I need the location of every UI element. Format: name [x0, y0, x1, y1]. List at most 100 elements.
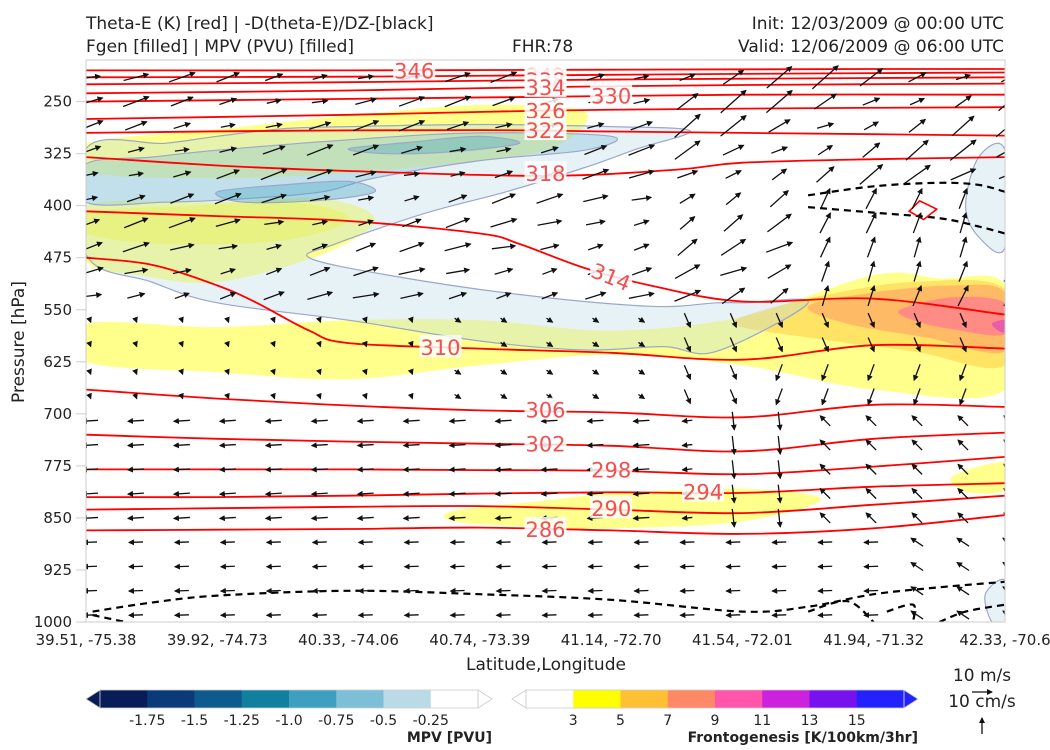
wind-vector: [269, 392, 276, 400]
wind-vector: [632, 490, 650, 497]
wind-vector: [448, 291, 468, 300]
wind-vector: [224, 340, 230, 348]
wind-vector: [821, 363, 829, 382]
wind-vector: [674, 264, 701, 279]
wind-vector: [261, 193, 287, 204]
wind-vector: [224, 316, 230, 324]
wind-vector: [260, 168, 288, 181]
theta-e-label-bg: [419, 335, 462, 358]
wind-vector: [730, 484, 737, 504]
mpv-fill-neg0p75: [347, 135, 521, 155]
theta-e-label-318: 318: [525, 162, 565, 186]
wind-vector: [86, 340, 92, 348]
x-tick-label: 40.33, -74.06: [298, 631, 399, 649]
wind-vector: [449, 563, 465, 570]
wind-vector: [126, 194, 146, 203]
wind-vector: [265, 587, 281, 594]
wind-vector: [219, 146, 238, 153]
init-time: Init: 12/03/2009 @ 00:00 UTC: [751, 14, 1004, 34]
wind-vector: [214, 192, 242, 205]
wind-vector: [356, 490, 374, 497]
wind-vector: [536, 193, 564, 204]
wind-vector: [1004, 255, 1005, 258]
wind-vector: [173, 612, 189, 619]
wind-vector: [910, 537, 924, 547]
wind-vector: [998, 175, 1005, 180]
wind-vector: [311, 539, 327, 546]
forecast-hour: FHR:78: [512, 37, 574, 57]
reference-vectors: 10 m/s 10 cm/s: [948, 666, 1016, 734]
wind-vector: [263, 291, 285, 301]
wind-vector: [949, 139, 977, 161]
wind-vector: [956, 610, 970, 620]
wind-vector: [913, 260, 922, 282]
wind-vector: [444, 95, 472, 108]
wind-vector: [86, 442, 99, 449]
wind-vector: [312, 73, 328, 81]
wind-vector: [819, 487, 831, 500]
wind-vector: [172, 515, 190, 522]
colorbar-tick-label: -1.5: [181, 713, 208, 729]
wind-vector: [86, 466, 99, 473]
wind-vector: [954, 95, 972, 108]
wind-vector: [908, 118, 927, 133]
wind-vector: [86, 145, 102, 153]
dthetae-dz-contour: [807, 181, 1005, 197]
wind-vector: [546, 341, 554, 348]
wind-vector: [911, 487, 923, 500]
y-tick-label: 625: [43, 353, 72, 371]
wind-vector: [722, 69, 745, 85]
wind-vector: [583, 194, 609, 203]
wind-vector: [361, 368, 368, 376]
colorbar-tick-label: -1.75: [129, 713, 165, 729]
wind-vector: [311, 612, 327, 619]
wind-vector: [123, 72, 150, 82]
wind-vector: [1006, 337, 1012, 351]
wind-vector: [496, 146, 512, 153]
wind-vector: [122, 95, 150, 108]
theta-e-label-bg: [524, 98, 567, 121]
wind-vector: [722, 144, 745, 156]
wind-vector: [768, 119, 791, 133]
wind-vector: [546, 316, 554, 323]
wind-vector: [173, 170, 192, 178]
wind-vector: [775, 312, 784, 329]
wind-vector: [132, 392, 138, 400]
wind-vector: [775, 388, 783, 406]
wind-vector: [905, 139, 929, 161]
theta-e-contour-314: [86, 210, 1005, 316]
wind-vector: [819, 463, 831, 475]
wind-vector: [771, 168, 788, 181]
wind-vector: [265, 612, 281, 619]
wind-vector: [490, 217, 518, 228]
wind-vector: [126, 417, 144, 424]
wind-vector: [776, 484, 783, 504]
wind-vector: [586, 490, 604, 497]
wind-vector: [500, 341, 508, 348]
wind-vector: [127, 292, 146, 299]
wind-vector: [126, 466, 144, 473]
wind-vector: [358, 195, 375, 202]
wind-vector: [355, 97, 378, 106]
wind-vector: [541, 291, 559, 300]
ref-vertical-label: 10 cm/s: [948, 692, 1016, 712]
wind-vector: [358, 219, 374, 227]
wind-vector: [1004, 398, 1005, 406]
wind-vector: [404, 195, 420, 202]
wind-vector: [584, 144, 608, 156]
wind-vector: [633, 563, 649, 570]
wind-vector: [352, 144, 380, 156]
wind-vector: [632, 417, 650, 424]
wind-vector: [767, 264, 792, 279]
wind-vector: [264, 490, 282, 497]
theta-e-label-bg: [524, 161, 567, 184]
wind-vector: [632, 442, 650, 449]
wind-vector: [450, 171, 466, 177]
wind-vector: [959, 312, 967, 329]
theta-e-label-306: 306: [525, 399, 565, 423]
frontogenesis-fill-3: [950, 462, 1005, 494]
wind-vector: [127, 146, 145, 153]
wind-vector: [307, 290, 334, 301]
wind-vector: [402, 490, 420, 497]
wind-vector: [819, 236, 831, 258]
